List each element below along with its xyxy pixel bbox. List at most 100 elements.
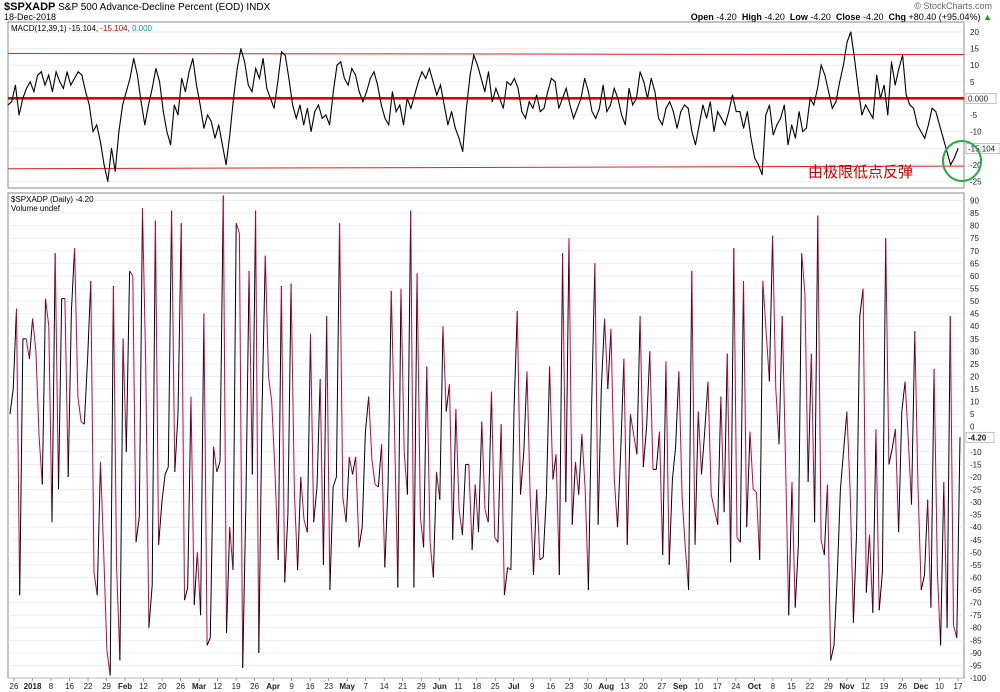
macd-point xyxy=(207,114,209,116)
price-segment xyxy=(584,489,589,591)
macd-point xyxy=(395,111,397,113)
macd-point xyxy=(665,107,667,109)
x-tick-label: 12 xyxy=(139,682,148,691)
price-segment xyxy=(468,464,473,550)
price-y-tick: 5 xyxy=(970,410,975,419)
price-y-tick: -35 xyxy=(970,511,982,520)
macd-point xyxy=(484,91,486,93)
macd-point xyxy=(842,64,844,66)
macd-point xyxy=(51,91,53,93)
open-value: -4.20 xyxy=(716,12,737,22)
price-segment xyxy=(58,298,63,490)
x-tick-label: 17 xyxy=(954,682,963,691)
macd-point xyxy=(521,111,523,113)
macd-point xyxy=(462,151,464,152)
macd-point xyxy=(598,107,600,109)
close-value: -4.20 xyxy=(862,12,884,22)
price-segment xyxy=(426,366,431,543)
price-segment xyxy=(533,489,538,576)
price-segment xyxy=(707,381,712,495)
price-y-tick: -90 xyxy=(970,649,982,658)
macd-point xyxy=(321,117,323,119)
price-segment xyxy=(174,414,179,472)
price-y-tick: 70 xyxy=(970,247,979,256)
price-segment xyxy=(319,378,324,565)
x-tick-label: 26 xyxy=(10,682,19,691)
macd-point xyxy=(824,74,826,76)
price-segment xyxy=(213,446,218,472)
x-tick-label: Aug xyxy=(599,682,615,691)
macd-legend: MACD(12,39,1) -15.104, -15.104, 0.000 xyxy=(11,24,153,33)
macd-point xyxy=(159,81,161,83)
price-y-tick: 30 xyxy=(970,347,979,356)
price-segment xyxy=(859,288,864,317)
price-segment xyxy=(529,497,534,576)
price-segment xyxy=(32,318,37,352)
macd-point xyxy=(136,74,138,76)
price-segment xyxy=(555,454,560,576)
macd-point xyxy=(635,97,637,99)
price-segment xyxy=(277,285,282,560)
price-segment xyxy=(439,326,444,500)
price-segment xyxy=(164,466,169,475)
macd-point xyxy=(303,124,305,126)
price-y-tick: -95 xyxy=(970,661,982,670)
x-tick-label: 10 xyxy=(694,682,703,691)
price-segment xyxy=(636,316,641,455)
price-segment xyxy=(536,489,541,560)
macd-point xyxy=(891,61,892,63)
price-segment xyxy=(258,411,263,653)
price-y-tick: -20 xyxy=(970,473,982,482)
price-segment xyxy=(620,358,625,452)
price-segment xyxy=(19,338,24,596)
stockcharts-brand[interactable]: © StockCharts.com xyxy=(914,1,992,11)
price-segment xyxy=(633,434,638,455)
macd-point xyxy=(103,164,105,166)
macd-point xyxy=(203,127,205,129)
macd-point xyxy=(332,91,334,93)
macd-point xyxy=(680,111,682,113)
macd-point xyxy=(447,124,449,126)
price-segment xyxy=(400,288,405,452)
macd-point xyxy=(920,131,922,133)
x-tick-label: 10 xyxy=(935,682,944,691)
price-segment xyxy=(487,391,492,523)
x-tick-label: 12 xyxy=(213,682,222,691)
macd-point xyxy=(720,117,722,119)
macd-point xyxy=(957,148,959,149)
price-segment xyxy=(911,331,916,505)
price-segment xyxy=(352,456,357,475)
price-y-tick: -40 xyxy=(970,523,982,532)
macd-point xyxy=(181,77,183,79)
x-tick-label: 20 xyxy=(639,682,648,691)
macd-point xyxy=(695,144,696,146)
price-segment xyxy=(374,484,379,488)
price-segment xyxy=(35,351,40,437)
macd-point xyxy=(469,74,471,76)
x-tick-label: Dec xyxy=(914,682,929,691)
price-segment xyxy=(290,283,295,493)
macd-point xyxy=(351,68,353,69)
macd-point xyxy=(939,124,940,126)
macd-point xyxy=(776,124,778,126)
price-segment xyxy=(145,363,150,628)
price-y-tick: 50 xyxy=(970,297,979,306)
symbol: $SPXADP xyxy=(4,1,56,13)
price-segment xyxy=(206,637,211,646)
macd-point xyxy=(898,68,900,69)
price-segment xyxy=(927,499,932,608)
price-segment xyxy=(484,509,489,523)
macd-point xyxy=(192,58,194,59)
macd-point xyxy=(639,71,641,73)
price-y-tick: 25 xyxy=(970,360,979,369)
price-segment xyxy=(442,326,447,412)
macd-point xyxy=(835,101,837,103)
price-segment xyxy=(209,446,215,638)
price-segment xyxy=(545,366,551,495)
price-segment xyxy=(613,479,618,528)
price-segment xyxy=(623,358,628,545)
price-legend: $SPXADP (Daily) -4.20 xyxy=(11,195,94,204)
macd-point xyxy=(650,77,652,79)
price-segment xyxy=(297,476,302,570)
